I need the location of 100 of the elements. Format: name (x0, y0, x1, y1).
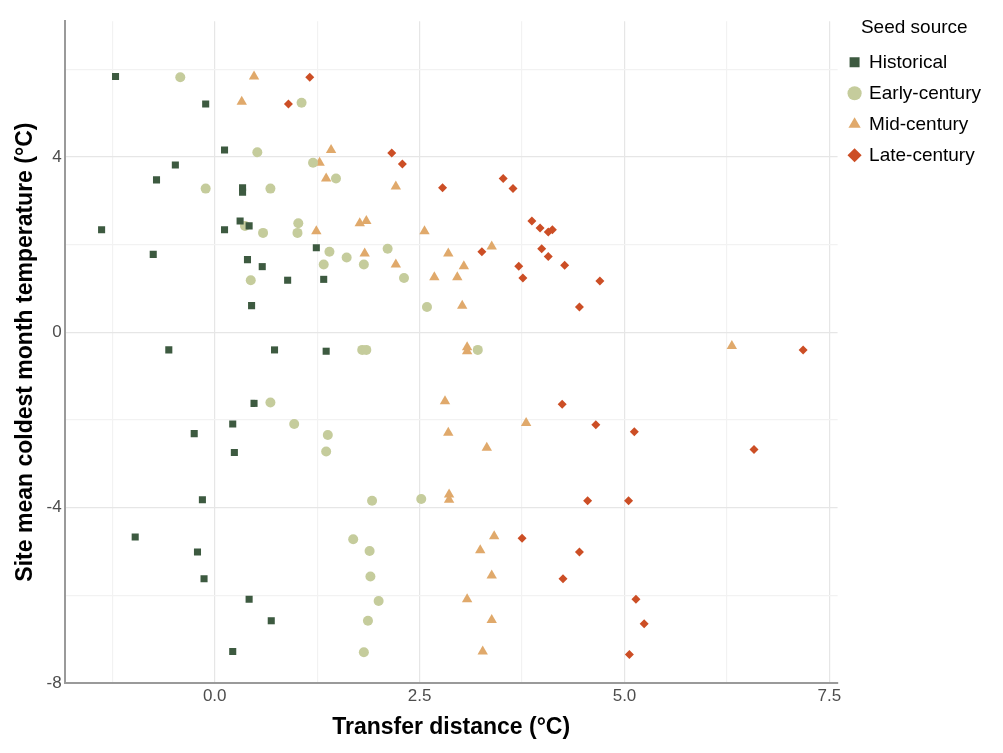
y-tick-label: 0 (52, 322, 62, 342)
point (221, 226, 229, 234)
point (452, 271, 463, 281)
point (364, 546, 375, 557)
point (111, 72, 120, 80)
point (583, 496, 593, 506)
point (200, 575, 208, 583)
point (373, 596, 384, 607)
point (595, 276, 605, 286)
point (265, 397, 276, 408)
point (98, 226, 106, 234)
point (322, 347, 330, 355)
point (321, 446, 332, 457)
point (230, 448, 238, 456)
point (270, 346, 279, 354)
point (508, 184, 518, 194)
legend-label: Early-century (869, 81, 982, 103)
point (419, 225, 430, 235)
point (229, 647, 237, 655)
point (560, 260, 570, 270)
point (175, 72, 186, 83)
point (749, 444, 759, 454)
point (358, 259, 369, 270)
point (267, 617, 275, 625)
x-tick-label: 2.5 (407, 685, 432, 705)
point (198, 496, 206, 504)
point (193, 548, 202, 556)
legend-label: Mid-century (869, 112, 969, 134)
point (438, 183, 448, 193)
point (245, 275, 256, 286)
point (399, 273, 410, 284)
point (439, 395, 451, 405)
point (557, 399, 567, 409)
point (461, 593, 473, 603)
point (292, 227, 303, 238)
point (367, 495, 378, 506)
point (305, 72, 315, 82)
point (543, 252, 553, 262)
point (311, 225, 322, 235)
point (387, 148, 397, 158)
point (284, 276, 292, 284)
point (312, 244, 320, 252)
point (421, 301, 432, 312)
point (325, 144, 337, 154)
point (341, 252, 352, 263)
x-tick-label: 7.5 (817, 685, 842, 705)
point (296, 97, 307, 108)
point (624, 650, 634, 660)
point (514, 261, 524, 271)
point (477, 247, 487, 257)
point (458, 260, 470, 270)
point (574, 547, 584, 557)
point (283, 99, 293, 109)
point (517, 533, 527, 543)
point (358, 647, 369, 658)
point (236, 217, 244, 225)
point (200, 183, 211, 194)
point (248, 70, 260, 80)
x-axis-title: Transfer distance (°C) (332, 712, 571, 739)
point (443, 426, 454, 436)
point (624, 496, 634, 506)
point (488, 530, 500, 540)
point (535, 223, 545, 233)
y-tick-label: 4 (52, 146, 62, 166)
point (631, 594, 641, 604)
point (486, 613, 497, 623)
point (308, 157, 319, 168)
point (171, 161, 179, 169)
point (429, 271, 440, 281)
point (382, 243, 393, 254)
point (293, 218, 304, 229)
point (472, 344, 483, 355)
point (320, 172, 332, 182)
point (475, 544, 486, 554)
point (537, 244, 547, 254)
point (258, 227, 269, 238)
point (248, 302, 256, 310)
point (239, 188, 247, 196)
point (131, 533, 139, 541)
point (245, 222, 253, 230)
point (574, 302, 584, 312)
legend-title: Seed source (860, 15, 968, 37)
point (229, 420, 237, 428)
point (331, 173, 341, 184)
point (361, 215, 372, 225)
point (320, 275, 328, 283)
point (322, 429, 333, 440)
point (365, 571, 376, 582)
point (289, 418, 300, 429)
point (324, 246, 335, 257)
point (481, 441, 492, 451)
point (591, 420, 601, 430)
y-axis-title: Site mean coldest month temperature (°C) (11, 122, 38, 582)
point (518, 273, 528, 283)
point (236, 95, 247, 105)
point (221, 146, 229, 154)
point (190, 430, 198, 438)
y-tick-label: -8 (46, 672, 62, 692)
point (527, 216, 537, 226)
point (252, 147, 263, 158)
